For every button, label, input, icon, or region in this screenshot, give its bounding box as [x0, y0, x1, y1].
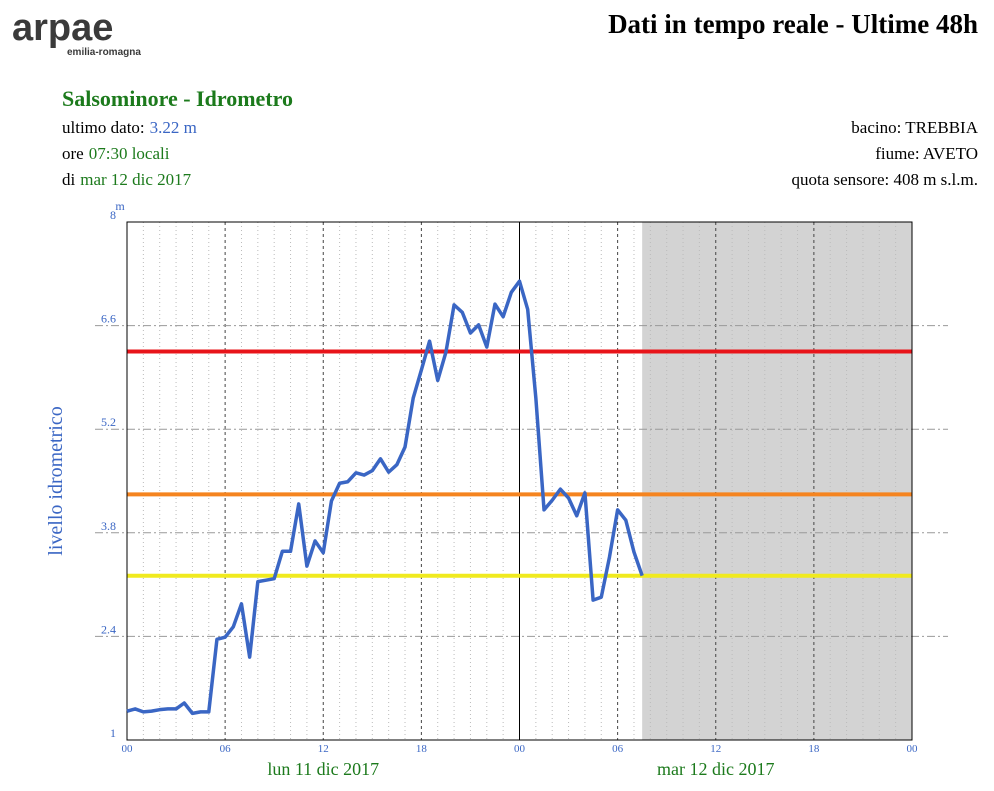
day-label: lun 11 dic 2017 [267, 759, 379, 779]
x-tick-label: 18 [416, 743, 428, 755]
x-tick-label: 06 [612, 743, 624, 755]
label: ore [62, 144, 84, 163]
label: di [62, 170, 76, 189]
y-axis-title: livello idrometrico [45, 406, 67, 555]
x-tick-label: 00 [514, 743, 526, 755]
y-tick-label: 3.8 [101, 519, 116, 533]
day-label: mar 12 dic 2017 [657, 759, 774, 779]
logo-name: arpae [12, 7, 113, 49]
x-tick-label: 12 [318, 743, 329, 755]
station-name: Salsominore - Idrometro [62, 86, 293, 111]
future-shade [642, 222, 912, 740]
value: 07:30 locali [89, 144, 170, 163]
y-tick-label: 8 [110, 208, 116, 222]
sensor-altitude: quota sensore: 408 m s.l.m. [791, 170, 978, 189]
value: mar 12 dic 2017 [80, 170, 191, 189]
y-tick-label: 5.2 [101, 415, 116, 429]
page-title: Dati in tempo reale - Ultime 48h [608, 9, 978, 39]
y-tick-label: 2.4 [101, 622, 116, 636]
logo-sub: emilia-romagna [67, 47, 141, 58]
x-tick-label: 00 [122, 743, 134, 755]
x-tick-label: 00 [907, 743, 919, 755]
value: 3.22 m [150, 118, 197, 137]
y-unit: m [115, 199, 125, 213]
plot-frame [126, 221, 913, 741]
last-date: di mar 12 dic 2017 [62, 170, 192, 189]
level-line [126, 279, 644, 716]
x-tick-label: 18 [808, 743, 820, 755]
last-data: ultimo dato: 3.22 m [62, 118, 197, 137]
basin: bacino: TREBBIA [851, 118, 978, 137]
x-tick-label: 06 [220, 743, 232, 755]
x-tick-label: 12 [710, 743, 721, 755]
y-tick-label: 1 [110, 726, 116, 740]
last-time: ore 07:30 locali [62, 144, 170, 163]
y-tick-label: 6.6 [101, 312, 116, 326]
label: ultimo dato: [62, 118, 145, 137]
river: fiume: AVETO [875, 144, 978, 163]
